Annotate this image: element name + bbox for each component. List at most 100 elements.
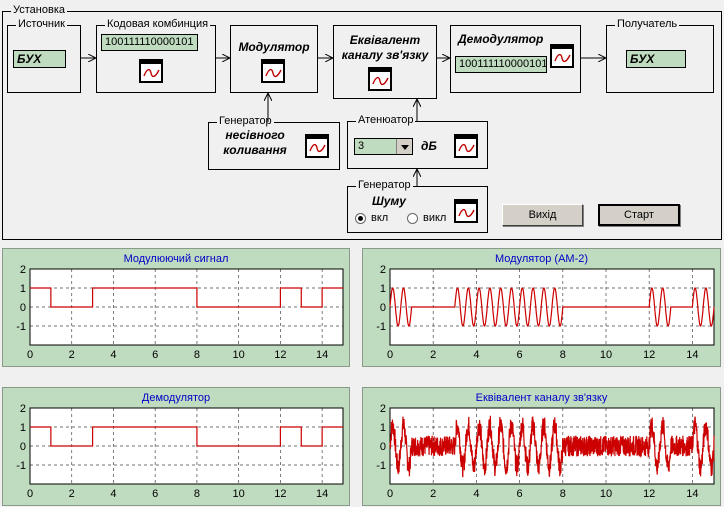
y-tick-label: -1: [376, 460, 386, 472]
x-tick-label: 8: [194, 488, 200, 500]
chart-title: Модулюючий сигнал: [123, 253, 229, 265]
series-line: [389, 287, 715, 327]
chart-panel-channel: Еквівалент каналу зв'язку 0 2 4 6 8 10 12 14 2 1 0…: [362, 387, 721, 506]
y-tick-label: 1: [20, 283, 26, 295]
y-tick-label: -1: [376, 321, 386, 333]
carrier-generator-label: несівного коливання: [223, 128, 287, 157]
attenuator-block: Атенюатор: [347, 114, 488, 169]
y-tick-label: 1: [380, 422, 386, 434]
x-tick-label: 8: [560, 349, 566, 361]
plot-frame: [29, 407, 344, 485]
modulator-scope-button[interactable]: [261, 59, 285, 83]
x-tick-label: 4: [473, 349, 479, 361]
attenuator-title: Атенюатор: [356, 114, 416, 126]
series-line: [30, 287, 343, 308]
chart-title: Еквівалент каналу зв'язку: [475, 392, 608, 404]
attenuator-unit: дБ: [421, 139, 437, 153]
x-tick-label: 0: [27, 488, 33, 500]
x-tick-label: 10: [233, 349, 245, 361]
y-tick-label: 0: [20, 441, 26, 453]
x-tick-label: 14: [686, 488, 698, 500]
x-tick-label: 10: [600, 349, 612, 361]
y-tick-label: 0: [20, 302, 26, 314]
code-scope-button[interactable]: [139, 59, 163, 83]
y-tick-label: 0: [380, 441, 386, 453]
x-tick-label: 8: [194, 349, 200, 361]
carrier-generator-title: Генератор: [217, 115, 274, 127]
x-tick-label: 14: [686, 349, 698, 361]
attenuator-select-value: 3: [358, 140, 365, 152]
x-tick-label: 6: [152, 349, 158, 361]
waveform-icon: [309, 143, 326, 153]
noise-off-label: викл: [423, 212, 447, 224]
x-tick-label: 10: [233, 488, 245, 500]
x-tick-label: 12: [274, 488, 286, 500]
chart-panel-modulating: Модулюючий сигнал 0 2 4 6 8 10 12 14 2 1 0 -1: [2, 248, 350, 367]
waveform-icon: [458, 208, 475, 218]
attenuator-select[interactable]: 3: [354, 138, 413, 155]
noise-generator-block: Генератор: [347, 179, 488, 233]
x-tick-label: 2: [69, 488, 75, 500]
y-tick-label: 1: [380, 283, 386, 295]
x-tick-label: 0: [387, 488, 393, 500]
waveform-icon: [458, 143, 475, 153]
x-tick-label: 2: [69, 349, 75, 361]
waveform-icon: [372, 76, 389, 86]
receiver-block: Получатель: [606, 18, 714, 93]
chart-panel-demodulator: Демодулятор 0 2 4 6 8 10 12 14 2 1 0 -1: [2, 387, 350, 506]
series-line: [389, 415, 715, 478]
source-field[interactable]: БУХ: [13, 50, 66, 68]
y-tick-label: 2: [20, 264, 26, 276]
receiver-field[interactable]: БУХ: [626, 50, 686, 68]
x-tick-label: 0: [387, 349, 393, 361]
demodulator-scope-button[interactable]: [550, 44, 574, 68]
code-block: Кодовая комбинция: [96, 18, 216, 93]
demodulator-block: [450, 25, 581, 93]
x-tick-label: 6: [152, 488, 158, 500]
exit-button[interactable]: Вихід: [502, 204, 583, 226]
signal-flow-connectors: [81, 0, 724, 186]
noise-on-radio[interactable]: [355, 213, 366, 224]
noise-off-radio[interactable]: [407, 213, 418, 224]
x-tick-label: 10: [600, 488, 612, 500]
x-tick-label: 6: [517, 349, 523, 361]
channel-block: [333, 25, 437, 99]
chart-title: Модулятор (АМ-2): [494, 253, 589, 265]
chart-title: Демодулятор: [141, 392, 211, 404]
code-title: Кодовая комбинция: [105, 18, 211, 30]
carrier-scope-button[interactable]: [305, 134, 329, 158]
chart-panel-modulator: Модулятор (АМ-2) 0 2 4 6 8 10 12 14 2 1 0 -1: [362, 248, 721, 367]
x-tick-label: 2: [430, 349, 436, 361]
demodulator-field[interactable]: 100111110000101: [455, 56, 547, 73]
waveform-icon: [265, 68, 282, 78]
y-tick-label: 0: [380, 302, 386, 314]
source-title: Источник: [16, 18, 67, 30]
demodulator-title: Демодулятор: [458, 32, 544, 46]
noise-scope-button[interactable]: [454, 199, 478, 223]
x-tick-label: 14: [316, 349, 328, 361]
y-tick-label: 2: [380, 264, 386, 276]
waveform-icon: [554, 53, 571, 63]
x-tick-label: 8: [560, 488, 566, 500]
source-block: Источник: [7, 18, 81, 93]
channel-scope-button[interactable]: [368, 67, 392, 91]
code-field[interactable]: 100111110000101: [101, 34, 198, 51]
attenuator-scope-button[interactable]: [454, 134, 478, 158]
x-tick-label: 4: [473, 488, 479, 500]
setup-group-title: Установка: [11, 4, 67, 16]
y-tick-label: 2: [380, 403, 386, 415]
modulator-block: [230, 25, 318, 93]
noise-on-label: вкл: [371, 212, 389, 224]
y-tick-label: 2: [20, 403, 26, 415]
noise-generator-label: Шуму: [372, 194, 406, 208]
x-tick-label: 4: [110, 349, 116, 361]
noise-generator-title: Генератор: [356, 179, 413, 191]
y-tick-label: -1: [16, 321, 26, 333]
start-button[interactable]: Старт: [598, 204, 680, 226]
chevron-down-icon[interactable]: [396, 139, 412, 154]
receiver-title: Получатель: [615, 18, 680, 30]
